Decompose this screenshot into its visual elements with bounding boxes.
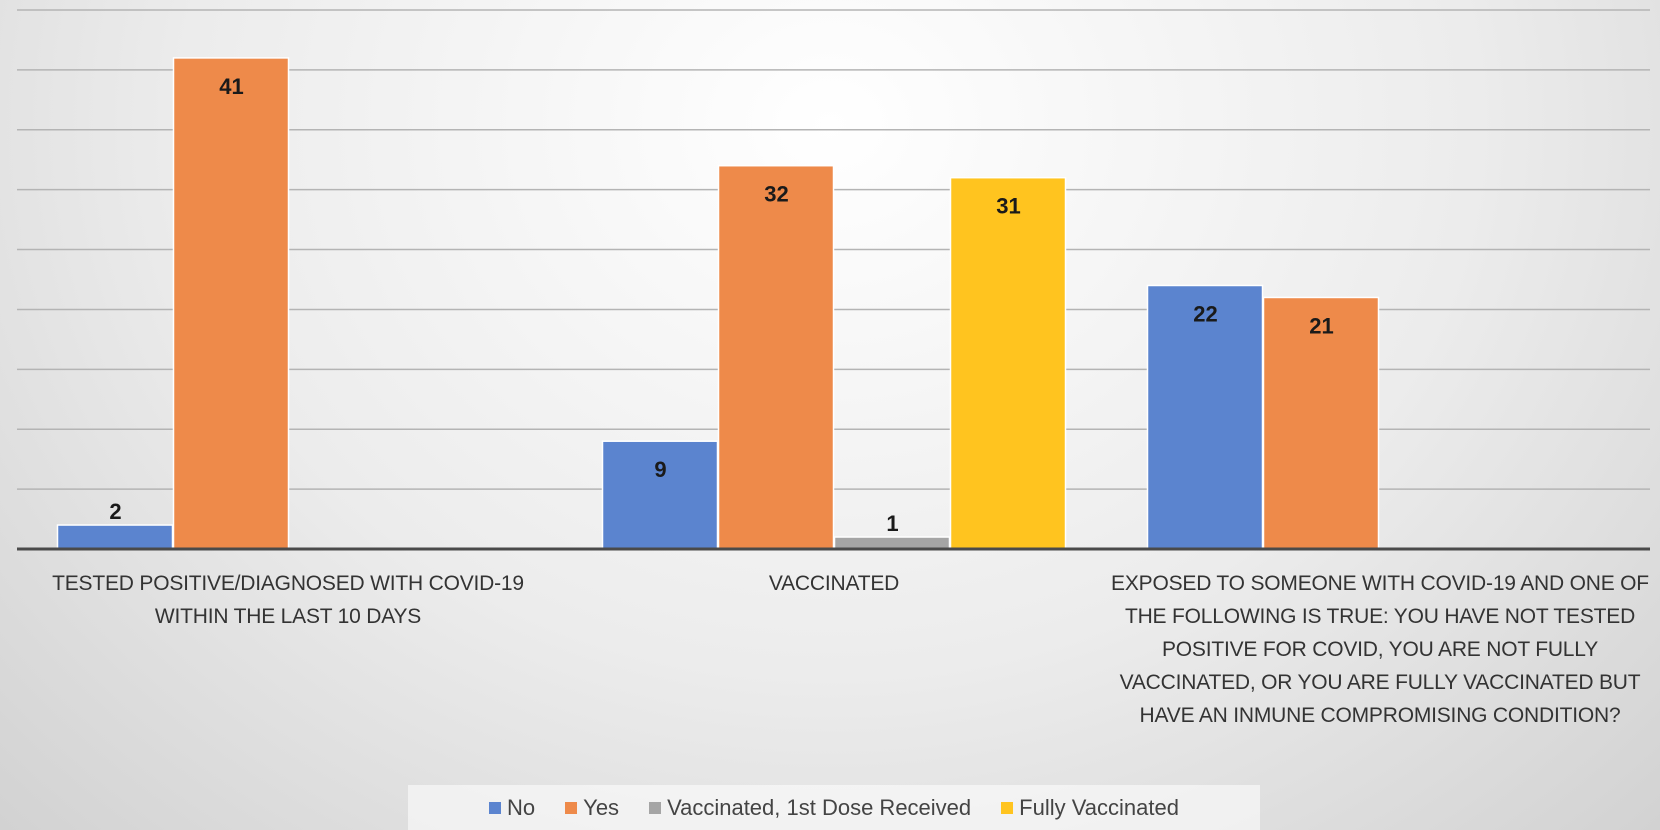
bar [172, 57, 290, 550]
bar [1262, 296, 1380, 550]
legend: No Yes Vaccinated, 1st Dose Received Ful… [408, 785, 1260, 830]
legend-item-fully-vaccinated: Fully Vaccinated [1001, 795, 1179, 821]
legend-item-yes: Yes [565, 795, 619, 821]
legend-swatch-fully-vaccinated [1001, 801, 1014, 814]
value-label: 31 [996, 194, 1020, 219]
bar [601, 440, 719, 550]
legend-label-first-dose: Vaccinated, 1st Dose Received [667, 794, 972, 820]
bar [56, 524, 174, 550]
category-label-vaccinated: VACCINATED [768, 572, 900, 595]
value-label: 1 [886, 511, 898, 536]
value-label: 41 [219, 74, 243, 99]
legend-label-yes: Yes [583, 794, 620, 820]
value-label: 2 [109, 499, 121, 524]
legend-label-no: No [507, 794, 536, 820]
bar [717, 164, 835, 550]
legend-swatch-yes [565, 801, 578, 814]
value-label: 9 [654, 457, 666, 482]
value-label: 32 [764, 182, 788, 207]
bar [833, 536, 951, 550]
legend-item-first-dose: Vaccinated, 1st Dose Received [649, 795, 971, 821]
bar [1146, 284, 1264, 550]
legend-swatch-no [489, 801, 502, 814]
value-label: 21 [1309, 313, 1333, 338]
legend-swatch-first-dose [649, 801, 662, 814]
bar [949, 176, 1067, 550]
legend-label-fully-vaccinated: Fully Vaccinated [1019, 794, 1179, 820]
value-labels: 2 41 9 32 1 31 22 21 [109, 74, 1333, 536]
bars [56, 57, 1380, 550]
category-label-tested-positive: TESTED POSITIVE/DIAGNOSED WITH COVID-19 … [52, 572, 524, 628]
category-label-exposed: EXPOSED TO SOMEONE WITH COVID-19 AND ONE… [1111, 572, 1649, 727]
legend-item-no: No [489, 795, 535, 821]
value-label: 22 [1193, 301, 1217, 326]
